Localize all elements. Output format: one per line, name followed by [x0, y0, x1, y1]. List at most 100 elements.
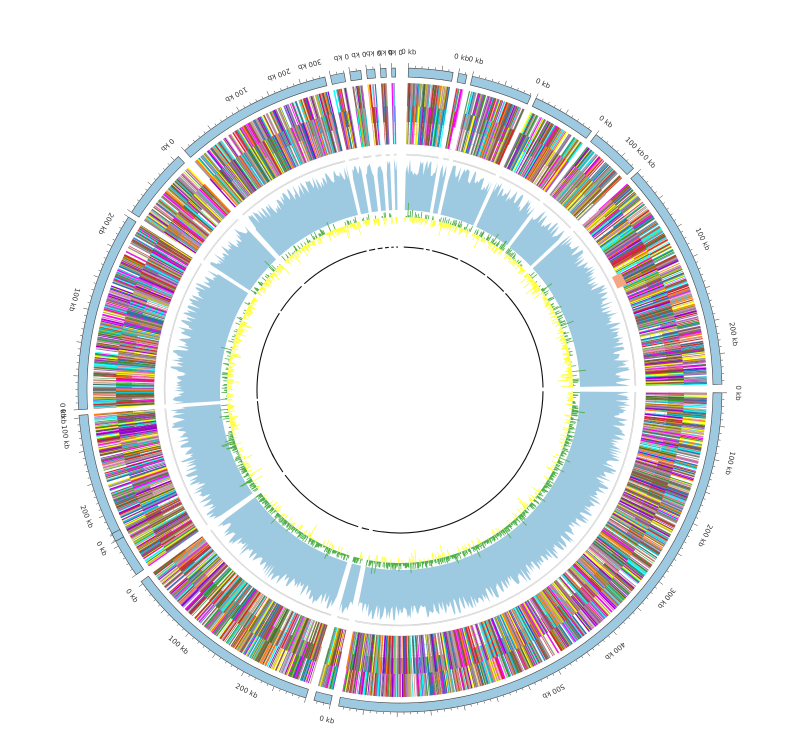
gene-feature	[308, 622, 323, 660]
gc-skew-bar	[568, 429, 572, 431]
gc-skew-bar	[511, 521, 513, 524]
gc-skew-bar	[560, 341, 567, 345]
gene-feature	[625, 487, 661, 504]
gc-skew-bar	[531, 281, 536, 286]
gc-skew-bar	[237, 454, 240, 456]
track-gridline	[442, 158, 449, 161]
gc-skew-bar	[560, 374, 573, 377]
gene-feature	[135, 285, 172, 302]
gc-skew-bar	[278, 266, 280, 269]
gene-feature	[231, 587, 256, 620]
gene-feature	[105, 466, 144, 479]
gc-skew-bar	[485, 540, 489, 545]
gene-feature	[418, 635, 423, 674]
gc-skew-bar	[441, 557, 444, 563]
gc-skew-bar	[511, 253, 517, 259]
gene-feature	[588, 207, 619, 233]
gc-skew-bar	[562, 334, 565, 337]
gene-feature	[134, 477, 171, 492]
gc-skew-bar	[410, 562, 412, 574]
gene-feature	[198, 563, 227, 592]
gc-skew-bar	[546, 481, 548, 483]
gene-feature	[531, 122, 552, 157]
gc-skew-bar	[226, 350, 232, 353]
gc-skew-bar	[327, 232, 331, 238]
gc-skew-bar	[316, 541, 318, 544]
gc-skew-bar	[299, 533, 304, 539]
gc-skew-bar	[565, 356, 570, 358]
gene-feature	[124, 321, 162, 332]
gc-skew-bar	[463, 548, 466, 551]
gc-skew-bar	[239, 325, 242, 328]
gene-feature	[117, 359, 156, 365]
gene-feature	[450, 630, 461, 668]
gene-feature	[638, 319, 676, 330]
gene-feature	[533, 151, 556, 184]
gene-feature	[138, 278, 174, 294]
gc-skew-bar	[491, 239, 495, 244]
gene-feature	[635, 518, 670, 538]
gc-skew-bar	[288, 525, 293, 531]
gc-skew-bar	[288, 257, 293, 262]
gene-feature	[640, 328, 678, 338]
gene-feature	[117, 356, 156, 362]
gene-feature	[512, 608, 531, 643]
gene-feature	[173, 570, 203, 598]
gc-skew-bar	[563, 357, 571, 360]
gc-skew-bar	[296, 531, 302, 538]
gc-skew-bar	[240, 323, 246, 326]
gene-feature	[445, 631, 454, 670]
gene-feature	[224, 583, 249, 614]
gc-skew-bar	[552, 455, 559, 460]
gc-skew-bar	[291, 254, 294, 256]
gc-skew-bar	[320, 229, 324, 236]
gene-feature	[665, 351, 705, 358]
gene-feature	[370, 634, 376, 673]
gc-skew-bar	[231, 426, 237, 429]
gene-feature	[645, 379, 684, 382]
gc-skew-bar	[301, 247, 309, 257]
gc-skew-bar	[555, 464, 560, 468]
gc-skew-bar	[248, 482, 255, 487]
gene-feature	[630, 475, 667, 490]
gene-feature	[541, 590, 565, 622]
gc-skew-bar	[329, 231, 332, 236]
gene-feature	[419, 657, 423, 697]
gc-skew-bar	[556, 331, 564, 335]
gene-feature	[122, 330, 160, 340]
gc-skew-bar	[315, 542, 319, 548]
gc-skew-bar	[528, 273, 531, 275]
gc-skew-bar	[357, 222, 361, 235]
gene-feature	[480, 621, 495, 659]
gc-skew-bar	[522, 505, 527, 510]
gc-skew-bar	[564, 358, 571, 361]
gene-feature	[269, 608, 289, 643]
gc-skew-bar	[230, 423, 237, 426]
gene-feature	[645, 374, 684, 378]
gene-feature	[663, 336, 703, 345]
gc-skew-bar	[533, 498, 539, 504]
gene-feature	[106, 298, 145, 312]
gene-feature	[528, 624, 550, 660]
gc-skew-bar	[367, 214, 370, 220]
gene-feature	[497, 129, 515, 165]
gene-feature	[422, 107, 427, 146]
gc-skew-bar	[511, 521, 516, 526]
gene-feature	[127, 309, 165, 321]
gene-feature	[645, 377, 684, 380]
gc-skew-bar	[227, 381, 240, 383]
gc-skew-bar	[517, 516, 527, 526]
gc-skew-bar	[475, 229, 479, 235]
gene-feature	[578, 558, 607, 586]
gene-feature	[435, 108, 442, 147]
gene-feature	[122, 328, 160, 338]
gene-feature	[622, 268, 658, 286]
track-gridline	[203, 219, 239, 261]
gene-feature	[500, 105, 518, 143]
gene-feature	[116, 402, 155, 407]
gc-skew-bar	[432, 220, 435, 227]
gene-feature	[120, 432, 158, 440]
gc-skew-bar	[259, 288, 262, 291]
gene-feature	[117, 361, 156, 366]
gc-skew-bar	[561, 452, 567, 455]
